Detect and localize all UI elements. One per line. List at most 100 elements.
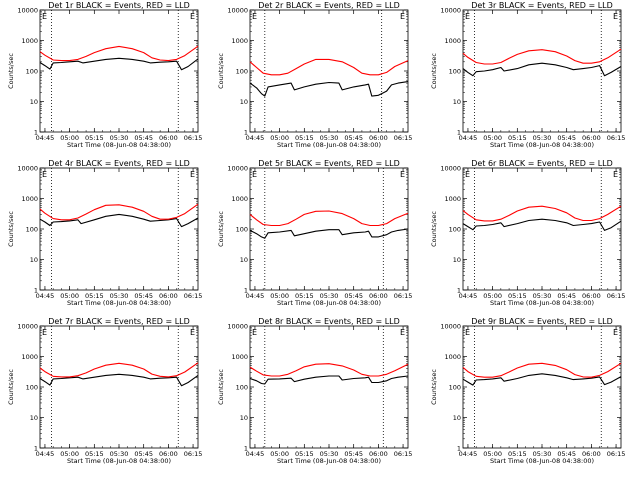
panel-3: Det 3r BLACK = Events, RED = LLD 1 10 100 10… xyxy=(430,1,625,149)
events-series-line xyxy=(39,213,199,228)
y-tick-label: 10 xyxy=(30,256,38,264)
x-tick-label: 05:00 xyxy=(270,450,289,458)
y-tick-label: 10000 xyxy=(227,323,248,331)
y-tick-label: 1 xyxy=(244,445,248,453)
corner-mark-left: E xyxy=(42,328,47,337)
y-tick-label: 100 xyxy=(26,384,38,392)
plot-frame xyxy=(249,167,409,291)
corner-mark-right: E xyxy=(190,170,195,179)
x-tick-label: 04:45 xyxy=(246,450,265,458)
x-tick-label: 05:00 xyxy=(60,292,79,300)
y-tick-label: 1000 xyxy=(231,195,248,203)
corner-mark-right: E xyxy=(190,12,195,21)
y-tick-label: 1 xyxy=(34,445,38,453)
x-tick-label: 06:00 xyxy=(582,134,601,142)
x-tick-label: 04:45 xyxy=(246,292,265,300)
lld-series-line xyxy=(249,363,409,377)
x-tick-label: 05:15 xyxy=(85,292,104,300)
x-tick-label: 05:30 xyxy=(110,292,129,300)
lld-series-line xyxy=(39,203,199,221)
x-tick-label: 04:45 xyxy=(459,134,478,142)
x-tick-label: 06:00 xyxy=(159,292,178,300)
y-tick-label: 1000 xyxy=(444,353,461,361)
panel-6: Det 6r BLACK = Events, RED = LLD 1 10 100 10… xyxy=(430,159,625,307)
x-tick-label: 06:15 xyxy=(394,134,413,142)
y-tick-label: 10 xyxy=(453,98,461,106)
x-tick-label: 06:00 xyxy=(582,292,601,300)
x-tick-label: 05:30 xyxy=(533,450,552,458)
events-series-line xyxy=(249,375,409,385)
x-axis-label: Start Time (08-Jun-08 04:38:00) xyxy=(67,299,171,307)
x-tick-label: 05:15 xyxy=(295,450,314,458)
corner-mark-left: E xyxy=(42,170,47,179)
x-tick-label: 06:15 xyxy=(184,450,203,458)
plot-frame xyxy=(462,167,622,291)
x-tick-label: 06:15 xyxy=(184,134,203,142)
y-axis-label: Counts/sec xyxy=(430,211,438,247)
y-tick-label: 1000 xyxy=(444,37,461,45)
panel-title: Det 8r BLACK = Events, RED = LLD xyxy=(258,317,400,326)
panel-1: Det 1r BLACK = Events, RED = LLD 1 10 100 10… xyxy=(7,1,202,149)
plot-frame xyxy=(39,167,199,291)
y-tick-label: 1000 xyxy=(21,353,38,361)
y-tick-label: 1 xyxy=(244,287,248,295)
y-tick-label: 1000 xyxy=(21,37,38,45)
y-axis-label: Counts/sec xyxy=(217,369,225,405)
panel-2: Det 2r BLACK = Events, RED = LLD 1 10 100 10… xyxy=(217,1,412,149)
y-axis-label: Counts/sec xyxy=(7,369,15,405)
corner-mark-right: E xyxy=(613,12,618,21)
x-tick-label: 05:45 xyxy=(134,450,153,458)
x-tick-label: 05:30 xyxy=(320,450,339,458)
y-tick-label: 10 xyxy=(30,98,38,106)
x-tick-label: 05:45 xyxy=(344,450,363,458)
x-tick-label: 06:00 xyxy=(582,450,601,458)
events-series-line xyxy=(462,373,622,386)
y-tick-label: 1 xyxy=(457,445,461,453)
y-tick-label: 10000 xyxy=(440,165,461,173)
lld-series-line xyxy=(39,362,199,378)
y-axis-label: Counts/sec xyxy=(430,369,438,405)
x-tick-label: 06:15 xyxy=(607,292,626,300)
x-tick-label: 06:00 xyxy=(369,450,388,458)
lld-series-line xyxy=(462,362,622,378)
x-tick-label: 05:00 xyxy=(270,292,289,300)
x-tick-label: 05:15 xyxy=(85,450,104,458)
y-tick-label: 10 xyxy=(453,414,461,422)
y-tick-label: 10 xyxy=(240,256,248,264)
x-tick-label: 05:15 xyxy=(295,134,314,142)
x-tick-label: 06:00 xyxy=(159,134,178,142)
y-axis-label: Counts/sec xyxy=(217,211,225,247)
y-tick-label: 100 xyxy=(236,226,248,234)
events-series-line xyxy=(39,373,199,387)
panel-title: Det 2r BLACK = Events, RED = LLD xyxy=(258,1,400,10)
plot-frame xyxy=(39,325,199,449)
y-tick-label: 1 xyxy=(244,129,248,137)
x-tick-label: 05:30 xyxy=(533,292,552,300)
y-tick-label: 100 xyxy=(449,226,461,234)
x-tick-label: 06:00 xyxy=(369,292,388,300)
plot-frame xyxy=(249,9,409,133)
plot-frame xyxy=(249,325,409,449)
y-tick-label: 100 xyxy=(449,68,461,76)
corner-mark-left: E xyxy=(252,170,257,179)
y-tick-label: 10000 xyxy=(17,323,38,331)
x-tick-label: 05:30 xyxy=(533,134,552,142)
panel-title: Det 4r BLACK = Events, RED = LLD xyxy=(48,159,190,168)
y-tick-label: 1000 xyxy=(231,37,248,45)
x-tick-label: 04:45 xyxy=(36,292,55,300)
x-tick-label: 05:00 xyxy=(60,450,79,458)
y-tick-label: 1 xyxy=(457,129,461,137)
panel-9: Det 9r BLACK = Events, RED = LLD 1 10 100 10… xyxy=(430,317,625,465)
y-tick-label: 1 xyxy=(34,287,38,295)
y-tick-label: 10000 xyxy=(17,7,38,15)
y-tick-label: 10000 xyxy=(440,7,461,15)
lld-series-line xyxy=(462,205,622,222)
y-axis-label: Counts/sec xyxy=(7,211,15,247)
x-tick-label: 05:30 xyxy=(320,134,339,142)
x-tick-label: 05:00 xyxy=(483,292,502,300)
panel-7: Det 7r BLACK = Events, RED = LLD 1 10 100 10… xyxy=(7,317,202,465)
x-tick-label: 06:15 xyxy=(607,134,626,142)
corner-mark-left: E xyxy=(465,170,470,179)
x-tick-label: 06:15 xyxy=(394,450,413,458)
